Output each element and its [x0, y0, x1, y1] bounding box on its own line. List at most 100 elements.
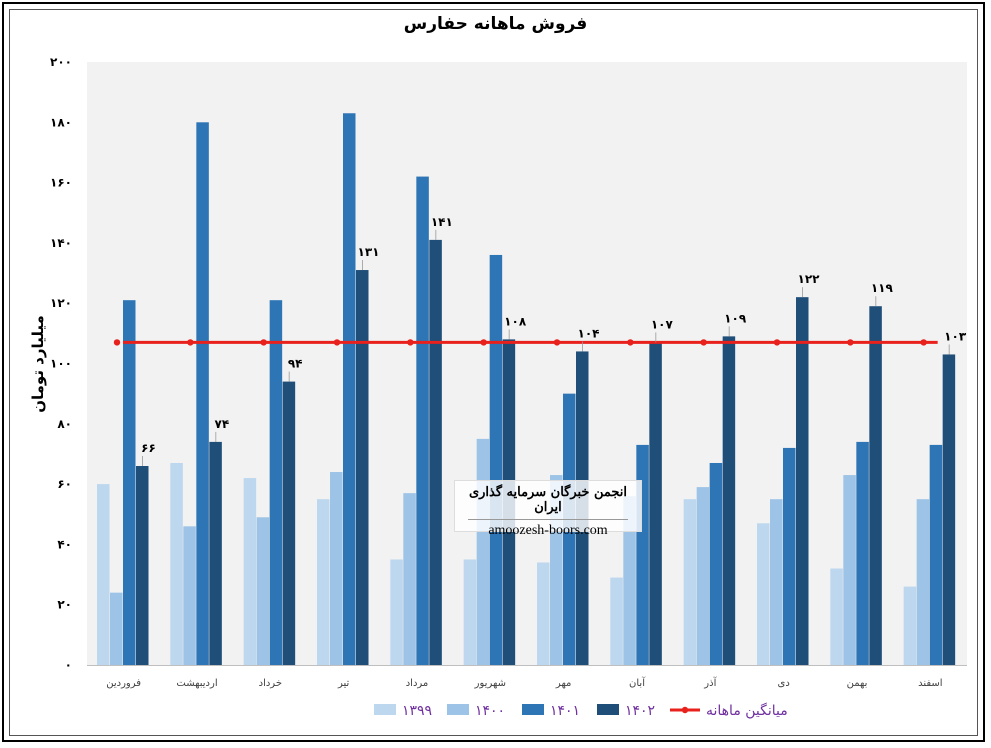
y-tick-label: ۱۴۰	[50, 236, 72, 250]
data-label: ۶۶	[141, 441, 156, 455]
bar-0	[537, 562, 550, 665]
chart-title: فروش ماهانه حفارس	[403, 14, 588, 34]
bar-0	[317, 499, 330, 665]
legend-swatch	[447, 704, 469, 715]
x-tick-label: اردیبهشت	[176, 678, 217, 689]
bar-3	[209, 441, 222, 665]
bar-1	[916, 499, 930, 665]
watermark-divider	[468, 519, 628, 520]
bar-1	[770, 499, 783, 665]
bar-2	[123, 300, 136, 665]
x-tick-label: اسفند	[918, 678, 942, 689]
average-marker	[920, 339, 927, 346]
bar-1	[623, 496, 636, 665]
average-marker	[627, 339, 634, 346]
x-tick-label: تیر	[337, 678, 350, 689]
bar-2	[709, 462, 723, 665]
legend-swatch	[522, 704, 544, 715]
legend-average-marker	[681, 706, 689, 714]
bar-1	[696, 487, 710, 665]
data-label: ۱۲۲	[798, 272, 821, 286]
x-tick-label: شهریور	[474, 678, 506, 689]
bar-3	[282, 381, 296, 665]
bar-1	[330, 472, 343, 665]
bar-0	[903, 586, 917, 665]
y-tick-label: ۱۶۰	[50, 176, 72, 190]
average-marker	[480, 339, 487, 346]
bar-1	[476, 438, 490, 665]
watermark: انجمن خبرگان سرمایه گذاری ایران amoozesh…	[454, 480, 642, 538]
bar-3	[942, 354, 956, 665]
average-marker	[847, 339, 854, 346]
bar-3	[869, 306, 882, 665]
watermark-title: انجمن خبرگان سرمایه گذاری ایران	[468, 485, 628, 515]
x-tick-label: مرداد	[406, 678, 429, 689]
x-tick-label: فروردین	[106, 678, 141, 689]
x-tick-label: مهر	[555, 678, 571, 689]
bar-0	[170, 462, 183, 665]
bar-2	[783, 447, 796, 665]
legend-label: ۱۴۰۰	[475, 703, 505, 719]
bar-0	[757, 523, 770, 665]
x-tick-label: خرداد	[259, 678, 282, 689]
bar-3	[649, 342, 662, 665]
bar-3	[136, 466, 149, 665]
x-tick-label: آذر	[703, 676, 717, 689]
legend-label: ۱۳۹۹	[402, 703, 432, 719]
bar-0	[390, 559, 403, 665]
legend-label: ۱۴۰۱	[550, 703, 580, 719]
bar-3	[796, 297, 809, 665]
bar-1	[843, 475, 856, 665]
data-label: ۱۴۱	[431, 215, 453, 229]
bar-1	[256, 517, 270, 665]
average-marker	[773, 339, 781, 346]
average-marker	[187, 339, 194, 346]
bar-0	[683, 499, 697, 665]
bar-1	[403, 493, 416, 665]
y-tick-label: ۱۸۰	[50, 115, 72, 129]
data-label: ۱۰۹	[724, 311, 747, 325]
bar-1	[183, 526, 196, 665]
bar-0	[610, 577, 623, 665]
y-tick-label: ۱۲۰	[50, 296, 72, 310]
bar-1	[110, 592, 123, 665]
legend-swatch	[374, 704, 396, 715]
bar-2	[416, 176, 429, 665]
y-tick-label: ۸۰	[57, 417, 72, 431]
legend-label: ۱۴۰۲	[625, 703, 655, 719]
y-tick-label: ۰	[65, 658, 72, 672]
average-marker	[407, 339, 414, 346]
average-marker	[113, 339, 121, 346]
average-marker	[333, 339, 341, 346]
plot-area	[87, 62, 967, 666]
bar-2	[929, 444, 943, 665]
bar-3	[722, 336, 736, 665]
bar-0	[463, 559, 477, 665]
y-tick-label: ۲۰	[57, 598, 72, 612]
data-label: ۱۳۱	[358, 245, 380, 259]
y-tick-label: ۶۰	[57, 477, 72, 491]
average-marker	[553, 339, 561, 346]
bar-0	[830, 568, 843, 665]
bar-2	[196, 122, 209, 666]
x-tick-label: دی	[778, 678, 790, 689]
bar-0	[243, 478, 257, 665]
bar-2	[489, 254, 503, 665]
bar-2	[636, 444, 649, 665]
y-tick-label: ۴۰	[57, 537, 72, 551]
inner-frame	[9, 9, 978, 736]
data-label: ۹۴	[288, 357, 303, 371]
watermark-url: amoozesh-boors.com	[488, 523, 608, 538]
data-label: ۷۴	[215, 417, 230, 431]
y-tick-label: ۲۰۰	[50, 55, 72, 69]
data-label: ۱۰۸	[504, 314, 527, 328]
average-marker	[700, 339, 707, 346]
data-label: ۱۰۳	[944, 329, 967, 343]
bar-0	[97, 484, 110, 665]
bar-2	[343, 113, 356, 665]
average-marker	[260, 339, 267, 346]
bar-3	[356, 270, 369, 665]
y-axis-label: میلیارد تومان	[29, 315, 47, 413]
data-label: ۱۰۴	[578, 326, 600, 340]
